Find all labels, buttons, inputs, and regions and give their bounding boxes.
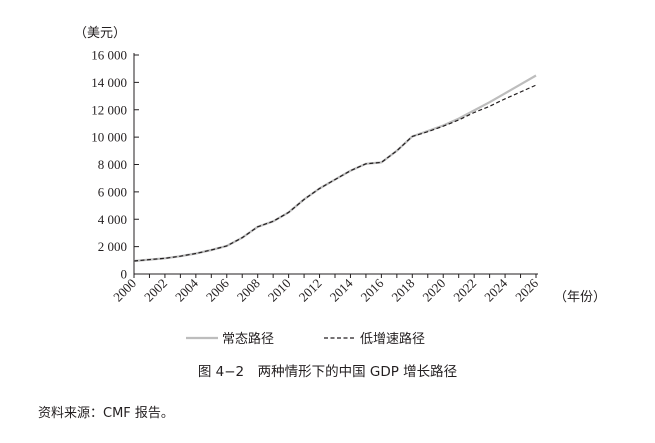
x-tick-label: 2002 xyxy=(141,276,170,305)
y-tick-label: 10 000 xyxy=(91,130,127,145)
y-axis-label: （美元） xyxy=(74,26,126,41)
source-note: 资料来源：CMF 报告。 xyxy=(38,406,174,421)
y-tick-label: 16 000 xyxy=(91,48,127,63)
x-axis-label: （年份） xyxy=(554,290,606,305)
x-tick-label: 2012 xyxy=(296,276,325,305)
y-tick-label: 14 000 xyxy=(91,75,127,90)
x-tick-label: 2026 xyxy=(512,275,541,304)
y-tick-label: 4 000 xyxy=(98,212,127,227)
x-tick-label: 2022 xyxy=(450,276,479,305)
y-tick-label: 0 xyxy=(121,267,128,282)
x-axis: 2000 2002 2004 2006 2008 2010 2012 2014 2016 2018… xyxy=(110,273,541,305)
y-tick-label: 8 000 xyxy=(98,157,127,172)
x-tick-label: 2014 xyxy=(327,275,356,304)
line-chart: 0 2 000 4 000 6 000 8 000 10 000 12 000 14 000 1… xyxy=(74,26,606,347)
y-axis: 0 2 000 4 000 6 000 8 000 10 000 12 000 14 000 1… xyxy=(91,48,139,282)
x-tick-label: 2024 xyxy=(481,275,510,304)
x-tick-label: 2008 xyxy=(234,276,263,305)
y-tick-label: 12 000 xyxy=(91,102,127,117)
x-tick-label: 2010 xyxy=(265,276,294,305)
series-line-1 xyxy=(133,74,537,263)
x-tick-label: 2020 xyxy=(419,276,448,305)
legend-label-2: 低增速路径 xyxy=(360,331,425,347)
x-tick-label: 2006 xyxy=(203,275,232,304)
legend-label-1: 常态路径 xyxy=(222,331,274,347)
legend: 常态路径 低增速路径 xyxy=(186,331,425,347)
y-tick-label: 2 000 xyxy=(98,239,127,254)
x-tick-label: 2004 xyxy=(172,275,201,304)
series-line-2 xyxy=(133,84,537,262)
figure-caption: 图 4−2 两种情形下的中国 GDP 增长路径 xyxy=(197,364,458,380)
x-tick-label: 2016 xyxy=(358,275,387,304)
x-tick-label: 2018 xyxy=(388,276,417,305)
series-lines xyxy=(133,74,537,263)
y-tick-label: 6 000 xyxy=(98,184,127,199)
x-tick-label: 2000 xyxy=(110,276,139,305)
